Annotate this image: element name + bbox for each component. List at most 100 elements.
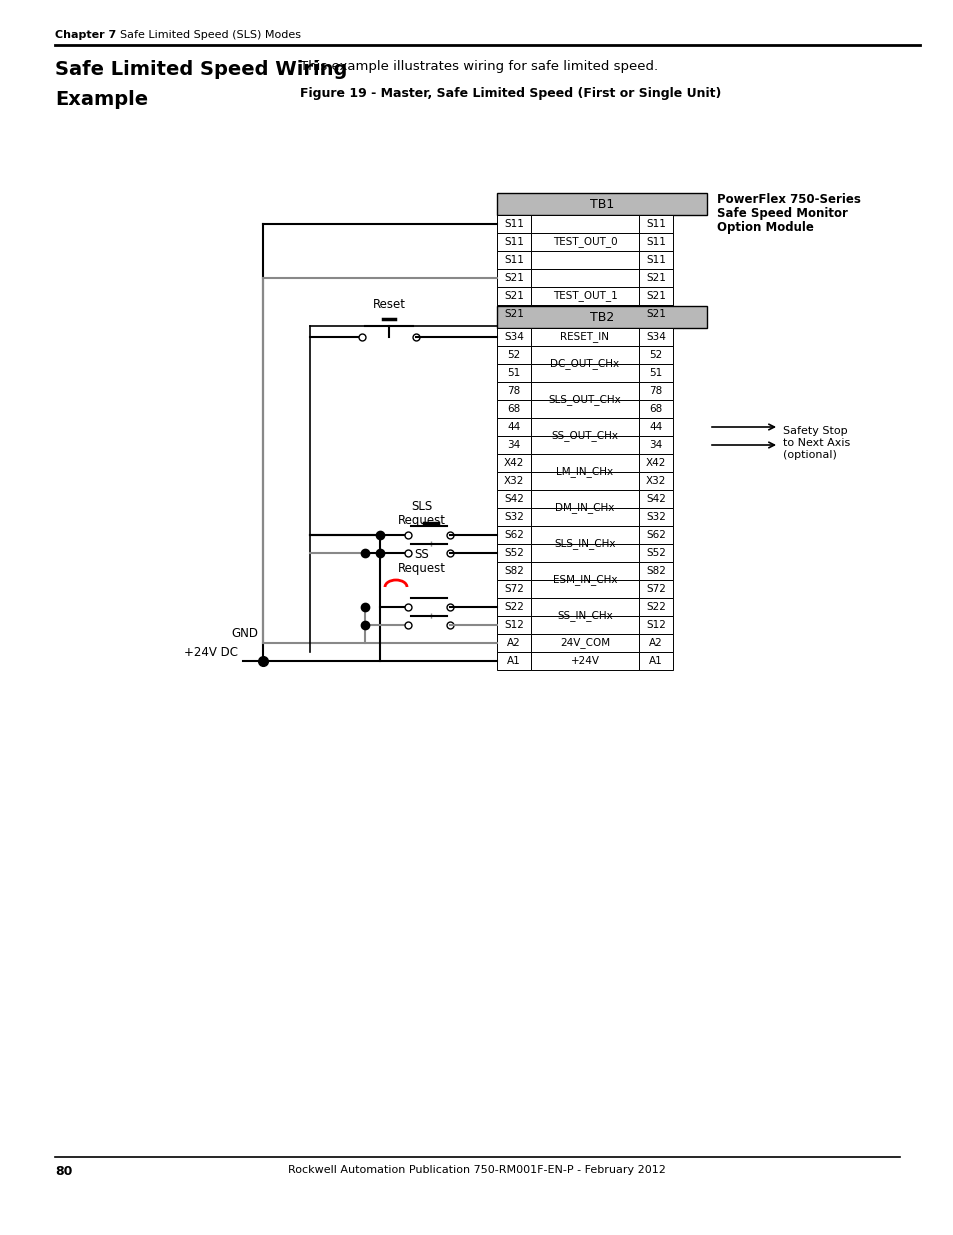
- Text: S72: S72: [645, 584, 665, 594]
- Bar: [497, 490, 531, 508]
- Text: SLS_OUT_CHx: SLS_OUT_CHx: [548, 394, 620, 405]
- Text: Option Module: Option Module: [717, 221, 813, 233]
- Bar: [639, 526, 672, 543]
- Text: Request: Request: [397, 514, 446, 527]
- Text: S21: S21: [645, 291, 665, 301]
- Bar: [639, 269, 672, 287]
- Text: (optional): (optional): [782, 450, 836, 459]
- Bar: [497, 436, 531, 454]
- Bar: [531, 417, 639, 436]
- Text: S21: S21: [645, 273, 665, 283]
- Text: SS_OUT_CHx: SS_OUT_CHx: [551, 431, 618, 441]
- Bar: [497, 472, 531, 490]
- Text: ESM_IN_CHx: ESM_IN_CHx: [552, 574, 617, 585]
- Bar: [497, 305, 531, 324]
- Text: S21: S21: [503, 291, 523, 301]
- Bar: [497, 346, 531, 364]
- Text: A1: A1: [648, 656, 662, 666]
- Text: 34: 34: [649, 440, 662, 450]
- Bar: [497, 543, 531, 562]
- Bar: [639, 382, 672, 400]
- Bar: [497, 454, 531, 472]
- Bar: [497, 306, 706, 329]
- Text: This example illustrates wiring for safe limited speed.: This example illustrates wiring for safe…: [299, 61, 658, 73]
- Text: SS: SS: [415, 548, 429, 561]
- Text: S72: S72: [503, 584, 523, 594]
- Text: 80: 80: [55, 1165, 72, 1178]
- Text: S82: S82: [645, 566, 665, 576]
- Bar: [639, 364, 672, 382]
- Bar: [497, 580, 531, 598]
- Text: S62: S62: [503, 530, 523, 540]
- Text: Safe Speed Monitor: Safe Speed Monitor: [717, 207, 847, 220]
- Bar: [497, 652, 531, 671]
- Bar: [531, 490, 639, 508]
- Bar: [497, 215, 531, 233]
- Text: TB2: TB2: [589, 310, 614, 324]
- Bar: [639, 562, 672, 580]
- Bar: [531, 400, 639, 417]
- Text: Chapter 7: Chapter 7: [55, 30, 116, 40]
- Bar: [639, 346, 672, 364]
- Bar: [639, 472, 672, 490]
- Text: A1: A1: [507, 656, 520, 666]
- Bar: [531, 454, 639, 472]
- Bar: [639, 652, 672, 671]
- Text: S52: S52: [503, 548, 523, 558]
- Text: S32: S32: [503, 513, 523, 522]
- Bar: [497, 382, 531, 400]
- Bar: [497, 598, 531, 616]
- Bar: [531, 472, 639, 490]
- Bar: [531, 526, 639, 543]
- Bar: [497, 329, 531, 346]
- Text: +24V DC: +24V DC: [184, 646, 237, 659]
- Text: X42: X42: [503, 458, 523, 468]
- Text: Safe Limited Speed (SLS) Modes: Safe Limited Speed (SLS) Modes: [120, 30, 301, 40]
- Text: 51: 51: [649, 368, 662, 378]
- Bar: [639, 436, 672, 454]
- Bar: [531, 329, 639, 346]
- Bar: [639, 580, 672, 598]
- Text: RESET_IN: RESET_IN: [560, 331, 609, 342]
- Bar: [531, 215, 639, 233]
- Text: 68: 68: [507, 404, 520, 414]
- Text: 34: 34: [507, 440, 520, 450]
- Text: S11: S11: [645, 237, 665, 247]
- Text: X32: X32: [645, 475, 665, 487]
- Bar: [531, 251, 639, 269]
- Bar: [497, 364, 531, 382]
- Bar: [639, 490, 672, 508]
- Text: A2: A2: [507, 638, 520, 648]
- Bar: [639, 215, 672, 233]
- Bar: [497, 562, 531, 580]
- Text: SS_IN_CHx: SS_IN_CHx: [557, 610, 612, 621]
- Text: S21: S21: [503, 309, 523, 319]
- Bar: [531, 269, 639, 287]
- Text: S34: S34: [645, 332, 665, 342]
- Text: PowerFlex 750-Series: PowerFlex 750-Series: [717, 193, 860, 206]
- Bar: [531, 305, 639, 324]
- Text: S42: S42: [645, 494, 665, 504]
- Text: X32: X32: [503, 475, 523, 487]
- Text: S32: S32: [645, 513, 665, 522]
- Text: S11: S11: [645, 219, 665, 228]
- Bar: [639, 616, 672, 634]
- Text: S12: S12: [645, 620, 665, 630]
- Text: Safe Limited Speed Wiring: Safe Limited Speed Wiring: [55, 61, 347, 79]
- Bar: [639, 251, 672, 269]
- Text: Reset: Reset: [372, 298, 405, 311]
- Bar: [497, 287, 531, 305]
- Text: 52: 52: [649, 350, 662, 359]
- Bar: [497, 508, 531, 526]
- Text: DM_IN_CHx: DM_IN_CHx: [555, 503, 614, 514]
- Bar: [639, 400, 672, 417]
- Bar: [531, 382, 639, 400]
- Bar: [531, 580, 639, 598]
- Text: 78: 78: [507, 387, 520, 396]
- Text: 78: 78: [649, 387, 662, 396]
- Text: S21: S21: [645, 309, 665, 319]
- Text: Safety Stop: Safety Stop: [782, 426, 846, 436]
- Bar: [497, 233, 531, 251]
- Text: S21: S21: [503, 273, 523, 283]
- Bar: [497, 251, 531, 269]
